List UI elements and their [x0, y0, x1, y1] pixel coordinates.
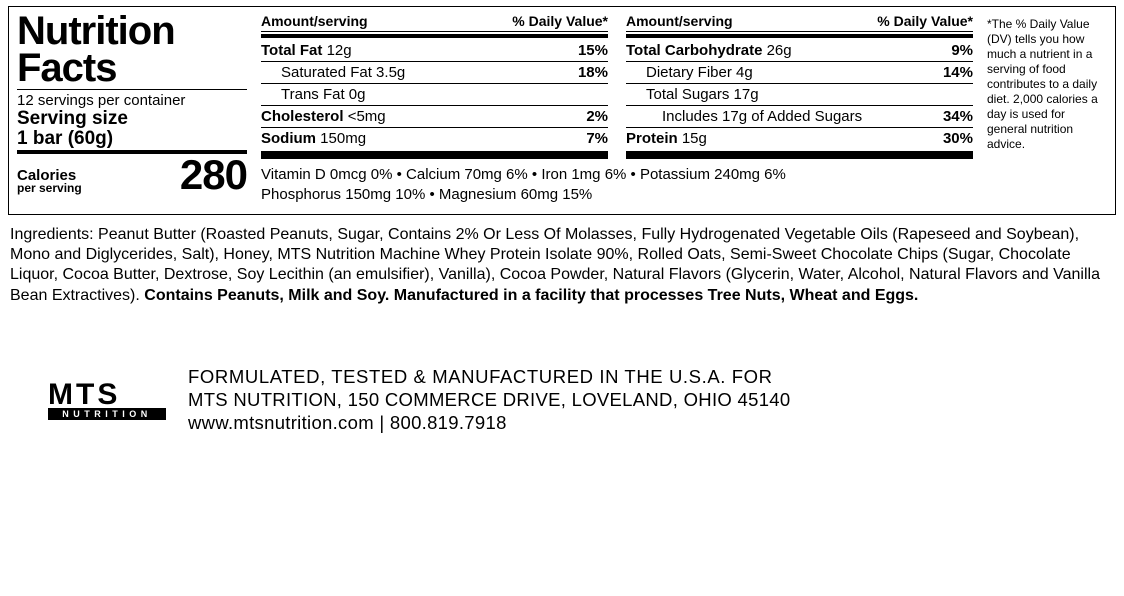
logo-text-top: MTS: [48, 381, 166, 408]
col1-thick: [261, 34, 608, 38]
cols-wrap: Amount/serving % Daily Value* Total Fat …: [261, 13, 973, 159]
nutrient-row: Protein 15g 30%: [626, 127, 973, 149]
col1-rows: Total Fat 12g 15% Saturated Fat 3.5g 18% Tra…: [261, 40, 608, 149]
nutrient-columns: Amount/serving % Daily Value* Total Fat …: [261, 13, 973, 206]
nutrient-dv: 34%: [943, 108, 973, 125]
nutrient-label: Total Sugars 17g: [626, 86, 759, 103]
vitamin-row: Vitamin D 0mcg 0% • Calcium 70mg 6% • Ir…: [261, 165, 973, 206]
footer-line-1: FORMULATED, TESTED & MANUFACTURED IN THE…: [188, 366, 790, 389]
nutrient-row: Saturated Fat 3.5g 18%: [261, 61, 608, 83]
title-2: Facts: [17, 46, 117, 90]
cal-lbl-sub: per serving: [17, 183, 82, 194]
serving-size-value: 1 bar (60g): [17, 129, 247, 149]
nutrient-row: Total Fat 12g 15%: [261, 40, 608, 61]
calories-value: 280: [180, 156, 247, 194]
footer-text: FORMULATED, TESTED & MANUFACTURED IN THE…: [188, 366, 790, 434]
nutrient-row: Includes 17g of Added Sugars 34%: [626, 105, 973, 127]
col1-bottom-bar: [261, 151, 608, 159]
column-1: Amount/serving % Daily Value* Total Fat …: [261, 13, 608, 159]
col2-header: Amount/serving % Daily Value*: [626, 13, 973, 32]
nutrient-row: Cholesterol <5mg 2%: [261, 105, 608, 127]
nutrient-label: Sodium 150mg: [261, 130, 366, 147]
nutrient-label: Total Fat 12g: [261, 42, 352, 59]
label-title: Nutrition Facts: [17, 13, 247, 87]
dv-footnote: *The % Daily Value (DV) tells you how mu…: [987, 17, 1107, 206]
hdr-amount: Amount/serving: [261, 13, 368, 29]
footer-line-3: www.mtsnutrition.com | 800.819.7918: [188, 412, 790, 435]
col2-bottom-bar: [626, 151, 973, 159]
hdr-amount2: Amount/serving: [626, 13, 733, 29]
calories-row: Calories per serving 280: [17, 156, 247, 194]
hdr-dv2: % Daily Value*: [877, 13, 973, 29]
nutrient-row: Total Carbohydrate 26g 9%: [626, 40, 973, 61]
nutrient-label: Trans Fat 0g: [261, 86, 365, 103]
nutrient-label: Cholesterol <5mg: [261, 108, 386, 125]
nutrition-facts-panel: Nutrition Facts 12 servings per containe…: [8, 6, 1116, 215]
nutrient-dv: 2%: [586, 108, 608, 125]
col2-rows: Total Carbohydrate 26g 9% Dietary Fiber 4g…: [626, 40, 973, 149]
nutrient-dv: 15%: [578, 42, 608, 59]
nutrient-dv: 30%: [943, 130, 973, 147]
col1-header: Amount/serving % Daily Value*: [261, 13, 608, 32]
column-2: Amount/serving % Daily Value* Total Carb…: [626, 13, 973, 159]
calories-label: Calories per serving: [17, 169, 82, 195]
left-column: Nutrition Facts 12 servings per containe…: [17, 13, 247, 206]
footer: MTS NUTRITION FORMULATED, TESTED & MANUF…: [8, 366, 1116, 434]
nutrient-label: Total Carbohydrate 26g: [626, 42, 792, 59]
col2-thick: [626, 34, 973, 38]
hdr-dv: % Daily Value*: [512, 13, 608, 29]
nutrient-label: Dietary Fiber 4g: [626, 64, 753, 81]
ingredients-block: Ingredients: Peanut Butter (Roasted Pean…: [8, 225, 1116, 307]
servings-per-container: 12 servings per container: [17, 89, 247, 109]
nutrient-label: Saturated Fat 3.5g: [261, 64, 405, 81]
nutrient-dv: 9%: [951, 42, 973, 59]
nutrient-row: Dietary Fiber 4g 14%: [626, 61, 973, 83]
vits-2: Phosphorus 150mg 10% • Magnesium 60mg 15…: [261, 185, 973, 205]
nutrient-row: Sodium 150mg 7%: [261, 127, 608, 149]
serving-size-label: Serving size: [17, 109, 247, 129]
nutrient-dv: 7%: [586, 130, 608, 147]
nutrient-label: Includes 17g of Added Sugars: [626, 108, 862, 125]
nutrient-dv: 18%: [578, 64, 608, 81]
nutrient-row: Trans Fat 0g: [261, 83, 608, 105]
nutrient-dv: 14%: [943, 64, 973, 81]
logo-text-bot: NUTRITION: [48, 408, 166, 420]
footer-line-2: MTS NUTRITION, 150 COMMERCE DRIVE, LOVEL…: [188, 389, 790, 412]
allergen-text: Contains Peanuts, Milk and Soy. Manufact…: [144, 287, 918, 304]
nutrient-row: Total Sugars 17g: [626, 83, 973, 105]
nutrient-label: Protein 15g: [626, 130, 707, 147]
mts-logo: MTS NUTRITION: [48, 381, 166, 420]
vits-1: Vitamin D 0mcg 0% • Calcium 70mg 6% • Ir…: [261, 165, 973, 185]
